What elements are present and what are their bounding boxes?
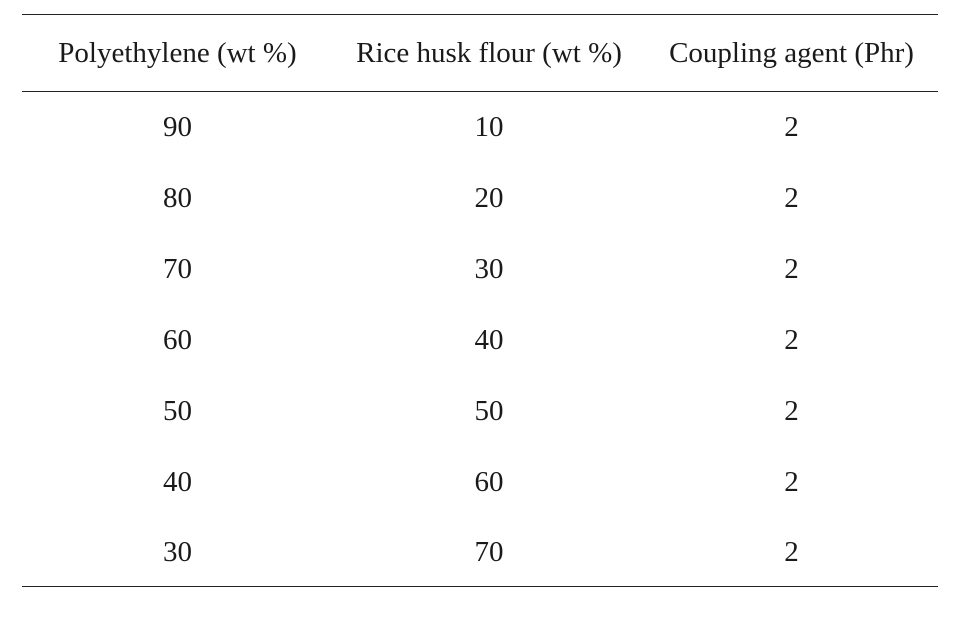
cell-rice-husk-flour: 10 <box>474 111 504 143</box>
header-rice-husk-flour: Rice husk flour (wt %) <box>356 36 622 69</box>
table-header: Polyethylene (wt %) Rice husk flour (wt … <box>22 14 938 92</box>
composition-table: Polyethylene (wt %) Rice husk flour (wt … <box>22 14 938 587</box>
header-polyethylene: Polyethylene (wt %) <box>58 36 297 69</box>
cell-rice-husk-flour: 60 <box>474 466 504 498</box>
cell-polyethylene: 60 <box>163 324 192 356</box>
cell-coupling-agent: 2 <box>784 253 799 285</box>
cell-coupling-agent: 2 <box>784 111 799 143</box>
table-row: 60 40 2 <box>22 305 938 376</box>
table-row: 30 70 2 <box>22 518 938 587</box>
cell-rice-husk-flour: 70 <box>474 535 504 568</box>
cell-coupling-agent: 2 <box>784 182 799 214</box>
cell-coupling-agent: 2 <box>784 466 799 498</box>
header-row: Polyethylene (wt %) Rice husk flour (wt … <box>22 14 938 92</box>
cell-polyethylene: 50 <box>163 395 192 427</box>
cell-rice-husk-flour: 20 <box>474 182 504 214</box>
table-row: 80 20 2 <box>22 163 938 234</box>
cell-polyethylene: 80 <box>163 182 192 214</box>
cell-coupling-agent: 2 <box>784 324 799 356</box>
cell-coupling-agent: 2 <box>784 535 799 568</box>
cell-rice-husk-flour: 50 <box>474 395 504 427</box>
cell-polyethylene: 30 <box>163 535 192 568</box>
cell-rice-husk-flour: 40 <box>474 324 504 356</box>
cell-polyethylene: 90 <box>163 111 192 143</box>
table-row: 40 60 2 <box>22 447 938 518</box>
header-coupling-agent: Coupling agent (Phr) <box>669 36 914 69</box>
cell-polyethylene: 70 <box>163 253 192 285</box>
table-row: 90 10 2 <box>22 92 938 164</box>
cell-polyethylene: 40 <box>163 466 192 498</box>
composition-table-container: Polyethylene (wt %) Rice husk flour (wt … <box>22 14 938 587</box>
cell-rice-husk-flour: 30 <box>474 253 504 285</box>
table-row: 50 50 2 <box>22 376 938 447</box>
table-row: 70 30 2 <box>22 234 938 305</box>
cell-coupling-agent: 2 <box>784 395 799 427</box>
table-body: 90 10 2 80 20 2 70 30 2 60 40 2 50 50 <box>22 92 938 587</box>
